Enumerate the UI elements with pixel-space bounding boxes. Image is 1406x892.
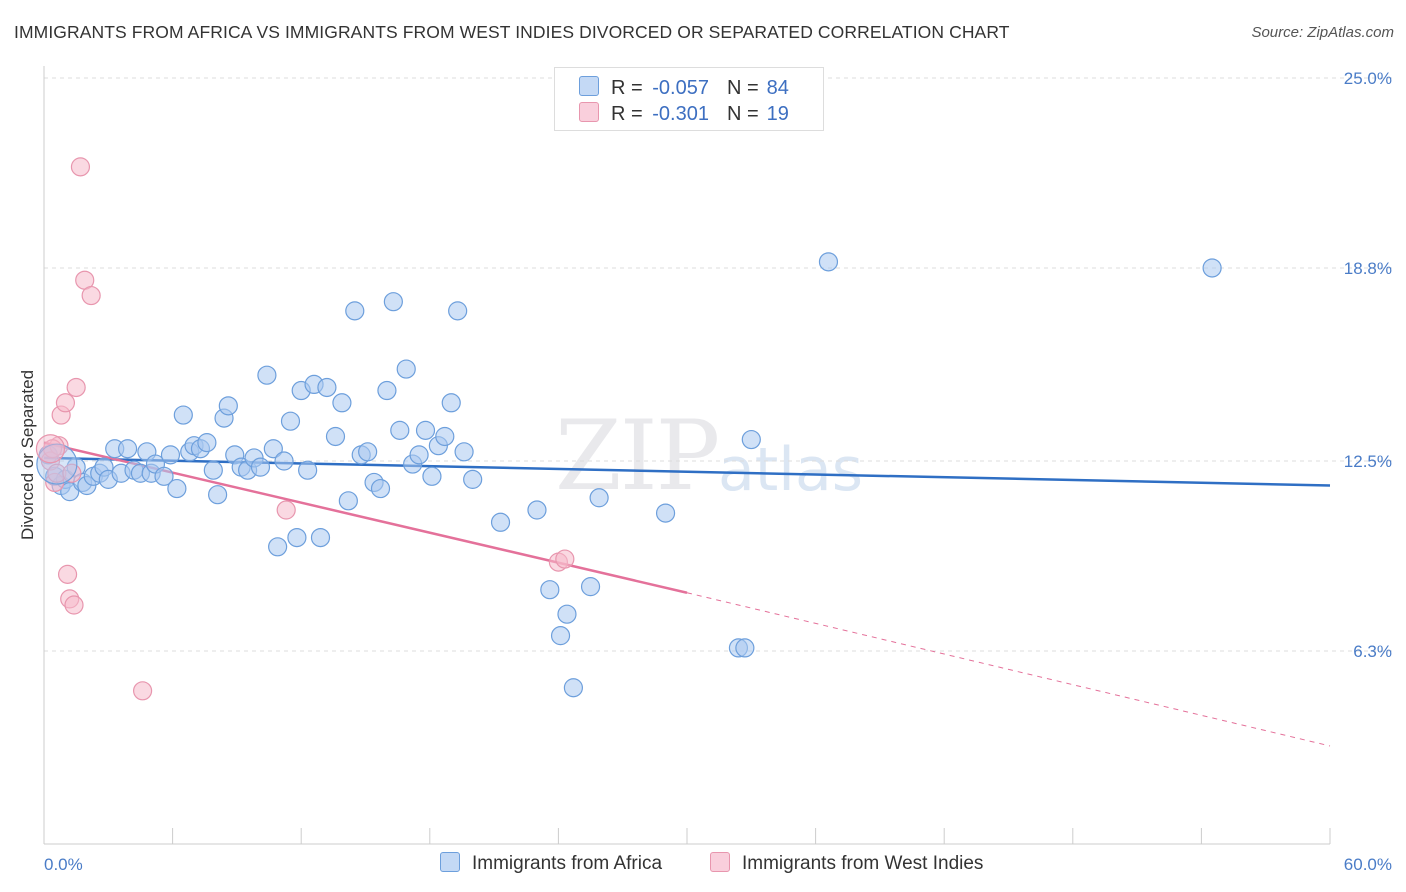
bottom-legend-swatch-africa xyxy=(440,852,460,872)
point-africa xyxy=(117,439,138,459)
point-africa xyxy=(274,451,294,471)
point-africa xyxy=(441,393,461,413)
point-west-indies xyxy=(57,564,78,584)
point-west-indies xyxy=(70,157,91,177)
legend-row-west-indies: R = -0.301 N = 19 xyxy=(579,102,789,126)
point-africa xyxy=(160,445,181,465)
point-africa xyxy=(735,638,755,658)
point-africa xyxy=(257,365,277,385)
point-africa xyxy=(317,377,337,398)
point-africa xyxy=(167,478,187,499)
point-africa xyxy=(377,380,397,401)
point-africa xyxy=(563,678,584,698)
trend-lines xyxy=(43,441,1331,747)
legend-n-value: 84 xyxy=(766,77,789,99)
point-africa xyxy=(390,420,410,440)
y-tick-label: 18.8% xyxy=(1344,259,1392,278)
point-africa xyxy=(345,301,365,321)
chart-title: IMMIGRANTS FROM AFRICA VS IMMIGRANTS FRO… xyxy=(14,22,1010,42)
y-tick-label: 6.3% xyxy=(1353,642,1392,661)
point-west-indies xyxy=(55,393,76,413)
point-africa xyxy=(557,604,577,624)
point-africa xyxy=(250,457,271,477)
point-africa xyxy=(332,393,352,413)
legend-swatch-africa xyxy=(579,76,599,96)
legend-n-label: N = xyxy=(726,77,759,99)
point-west-indies xyxy=(66,377,86,398)
bottom-legend-west-indies: Immigrants from West Indies xyxy=(710,852,983,875)
point-africa xyxy=(325,426,346,447)
grid-lines xyxy=(44,77,1392,652)
legend-r-value: -0.057 xyxy=(652,77,709,99)
stats-legend: R = -0.057 N = 84 R = -0.301 N = 19 xyxy=(554,67,824,131)
legend-swatch-west-indies xyxy=(579,102,599,122)
point-africa xyxy=(338,491,358,511)
point-africa xyxy=(409,445,429,465)
point-africa xyxy=(280,411,301,431)
point-africa xyxy=(310,527,331,548)
point-africa xyxy=(550,626,571,646)
tick-labels: 6.3% 12.5% 18.8% 25.0% 0.0% 60.0% xyxy=(44,69,1392,874)
y-axis-label: Divorced or Separated xyxy=(18,370,37,540)
point-west-indies xyxy=(276,500,296,520)
point-africa xyxy=(448,301,468,321)
legend-r-value: -0.301 xyxy=(652,103,709,125)
watermark-atlas: atlas xyxy=(718,435,863,505)
point-africa xyxy=(36,443,78,485)
point-west-indies xyxy=(555,549,575,569)
bottom-legend-label-west-indies: Immigrants from West Indies xyxy=(742,853,984,874)
bottom-legend-label-africa: Immigrants from Africa xyxy=(472,853,663,874)
point-west-indies xyxy=(35,434,66,464)
point-africa xyxy=(383,292,403,312)
trend-line-west-indies-extension xyxy=(686,592,1331,747)
x-tick-label: 60.0% xyxy=(1344,855,1392,874)
point-africa xyxy=(580,577,601,597)
point-africa xyxy=(218,396,238,416)
point-west-indies xyxy=(132,681,153,701)
point-africa xyxy=(490,512,511,532)
point-africa xyxy=(370,478,391,499)
point-africa xyxy=(463,469,483,489)
point-africa xyxy=(527,500,547,520)
point-africa xyxy=(287,527,307,548)
point-africa xyxy=(197,433,217,453)
point-africa xyxy=(435,426,455,447)
point-africa xyxy=(422,466,442,486)
point-africa xyxy=(358,442,378,462)
point-africa xyxy=(454,442,474,462)
point-africa xyxy=(589,488,609,508)
point-west-indies xyxy=(81,285,101,306)
point-africa xyxy=(415,420,436,440)
point-africa xyxy=(203,460,223,480)
bottom-legend-africa: Immigrants from Africa xyxy=(440,852,662,875)
point-west-indies xyxy=(64,595,84,615)
point-africa xyxy=(1202,258,1222,278)
legend-n-value: 19 xyxy=(766,103,789,125)
point-africa xyxy=(263,439,283,459)
point-africa xyxy=(396,359,416,379)
data-points xyxy=(35,157,1222,701)
chart-source: Source: ZipAtlas.com xyxy=(1251,24,1394,41)
x-tick-label: 0.0% xyxy=(44,855,83,874)
point-africa xyxy=(655,503,676,523)
point-africa xyxy=(741,429,761,450)
point-africa xyxy=(154,466,174,486)
bottom-legend-swatch-west-indies xyxy=(710,852,730,872)
legend-r-label: R = xyxy=(611,77,643,99)
point-africa xyxy=(208,485,228,505)
point-africa xyxy=(818,252,839,272)
legend-row-africa: R = -0.057 N = 84 xyxy=(579,76,789,100)
y-tick-label: 25.0% xyxy=(1344,69,1392,88)
legend-n-label: N = xyxy=(726,103,759,125)
point-africa xyxy=(173,405,193,425)
point-africa xyxy=(540,580,560,600)
y-tick-label: 12.5% xyxy=(1344,452,1392,471)
legend-r-label: R = xyxy=(611,103,643,125)
point-africa xyxy=(298,460,318,480)
watermark-zip: ZIP xyxy=(555,400,720,512)
point-africa xyxy=(268,537,288,557)
